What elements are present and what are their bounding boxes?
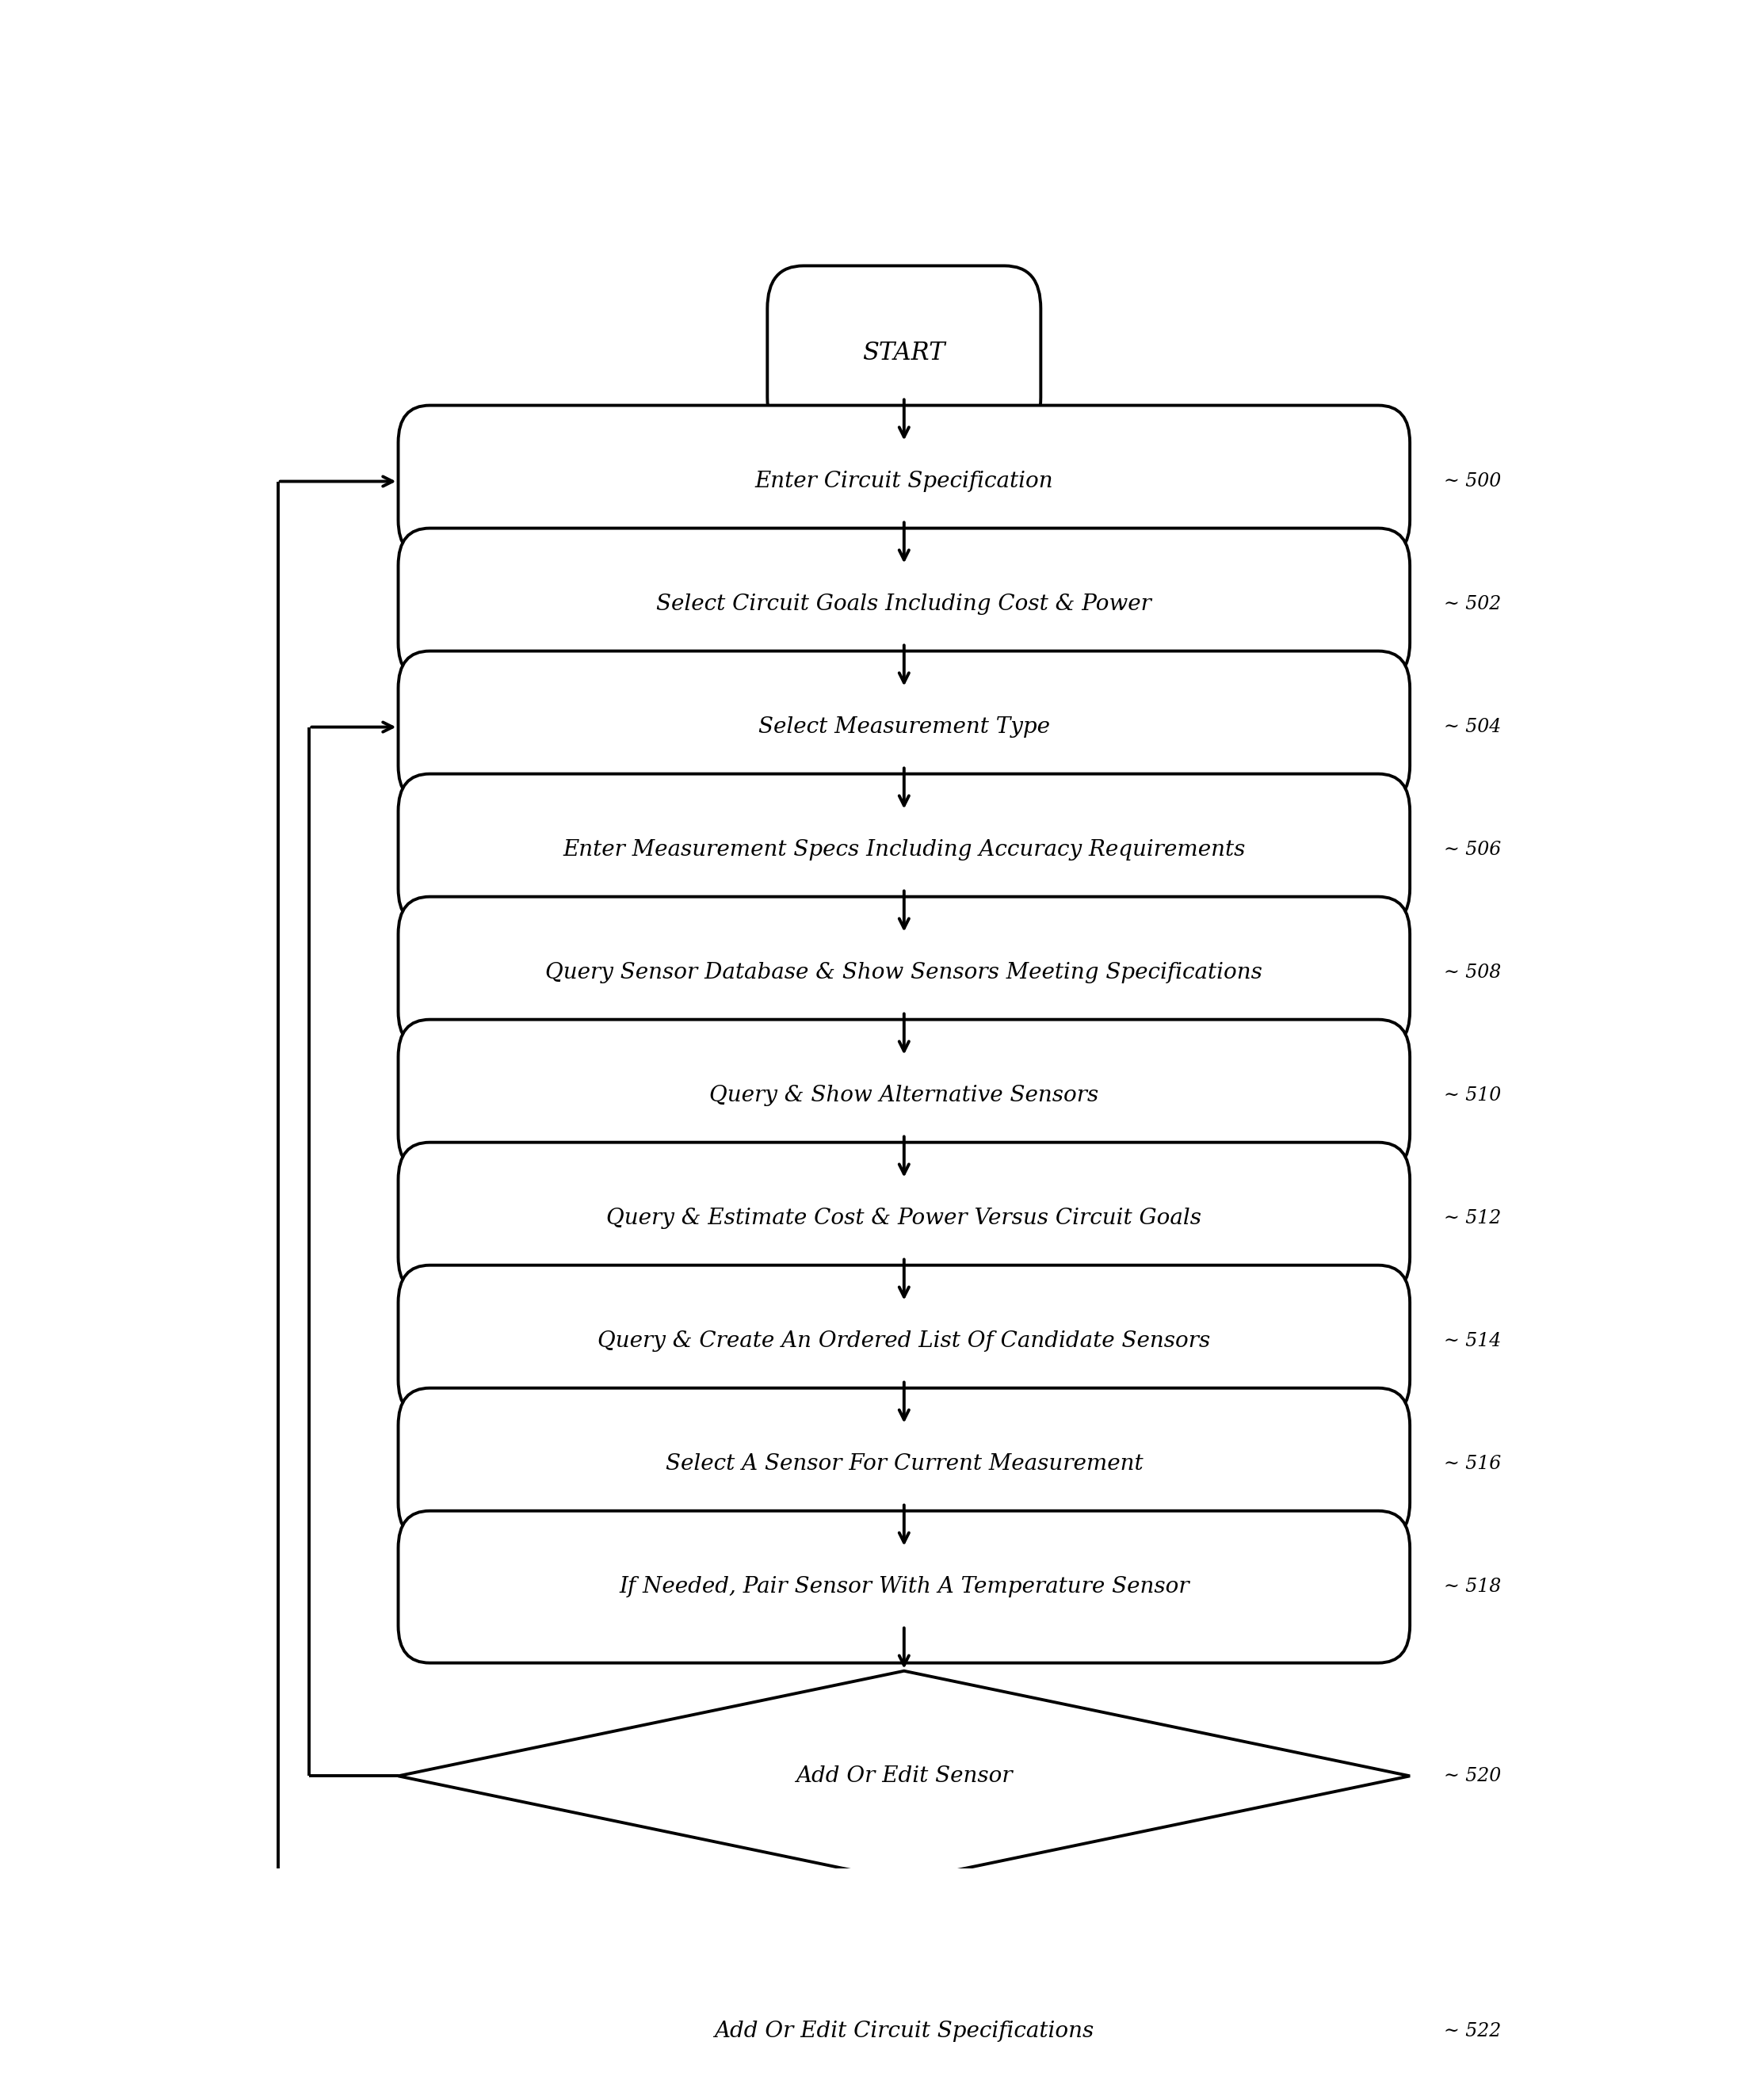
Text: START: START [863,340,946,365]
FancyBboxPatch shape [399,1387,1409,1541]
Text: Select A Sensor For Current Measurement: Select A Sensor For Current Measurement [665,1453,1143,1476]
Polygon shape [399,1671,1409,1881]
Text: Enter Circuit Specification: Enter Circuit Specification [755,470,1053,491]
Text: Select Measurement Type: Select Measurement Type [759,716,1050,737]
Text: Query & Create An Ordered List Of Candidate Sensors: Query & Create An Ordered List Of Candid… [598,1331,1210,1352]
FancyBboxPatch shape [399,1511,1409,1662]
FancyBboxPatch shape [767,267,1041,441]
FancyBboxPatch shape [399,1142,1409,1295]
Text: ∼ 520: ∼ 520 [1445,1767,1501,1784]
Text: Query & Estimate Cost & Power Versus Circuit Goals: Query & Estimate Cost & Power Versus Cir… [607,1207,1201,1230]
Text: Add Or Edit Circuit Specifications: Add Or Edit Circuit Specifications [714,2021,1094,2042]
Text: ∼ 516: ∼ 516 [1445,1455,1501,1473]
Polygon shape [399,1927,1409,2099]
FancyBboxPatch shape [399,1266,1409,1417]
Text: If Needed, Pair Sensor With A Temperature Sensor: If Needed, Pair Sensor With A Temperatur… [619,1576,1189,1597]
Text: Add Or Edit Sensor: Add Or Edit Sensor [796,1765,1013,1786]
FancyBboxPatch shape [399,651,1409,804]
FancyBboxPatch shape [399,529,1409,680]
Text: Query Sensor Database & Show Sensors Meeting Specifications: Query Sensor Database & Show Sensors Mee… [545,961,1263,984]
FancyBboxPatch shape [399,405,1409,558]
Text: ∼ 510: ∼ 510 [1445,1087,1501,1104]
Text: ∼ 504: ∼ 504 [1445,718,1501,737]
Text: ∼ 522: ∼ 522 [1445,2021,1501,2040]
Text: ∼ 506: ∼ 506 [1445,842,1501,858]
Text: ∼ 508: ∼ 508 [1445,963,1501,982]
Text: ∼ 518: ∼ 518 [1445,1578,1501,1595]
Text: ∼ 512: ∼ 512 [1445,1209,1501,1228]
Text: Select Circuit Goals Including Cost & Power: Select Circuit Goals Including Cost & Po… [656,594,1152,615]
Text: Enter Measurement Specs Including Accuracy Requirements: Enter Measurement Specs Including Accura… [563,840,1245,861]
Text: ∼ 502: ∼ 502 [1445,596,1501,613]
FancyBboxPatch shape [399,896,1409,1050]
Text: ∼ 500: ∼ 500 [1445,472,1501,491]
FancyBboxPatch shape [399,775,1409,926]
Text: Query & Show Alternative Sensors: Query & Show Alternative Sensors [709,1085,1099,1106]
Text: ∼ 514: ∼ 514 [1445,1333,1501,1350]
FancyBboxPatch shape [399,1020,1409,1171]
